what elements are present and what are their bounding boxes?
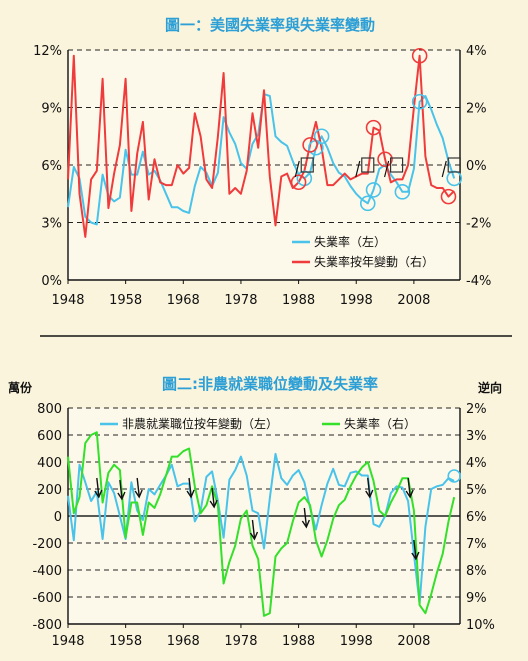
chart-1-left-tick-label: 3% xyxy=(41,217,62,232)
chart-1-left-tick-label: 6% xyxy=(41,159,62,174)
chart-1-arrow xyxy=(441,160,447,178)
chart-2-series-1-line xyxy=(67,452,455,605)
chart-1-right-tick-label: -4% xyxy=(466,274,491,289)
chart-2-left-tick-label: 200 xyxy=(37,483,62,498)
chart-2-down-arrow xyxy=(367,477,371,497)
chart-1-x-tick-label: 1948 xyxy=(51,293,84,308)
chart-1-x-tick-label: 1978 xyxy=(224,293,257,308)
chart-1-change-marker xyxy=(302,137,318,153)
chart-1-left-tick-label: 12% xyxy=(33,44,62,59)
chart-2-right-unit: 逆向 xyxy=(478,380,502,395)
chart-2-down-arrow xyxy=(188,477,192,497)
chart-2-series-2-line xyxy=(67,431,456,617)
chart-1-change-marker xyxy=(377,151,393,168)
chart-1-arrow xyxy=(355,160,361,178)
chart-2-down-arrow-head xyxy=(411,551,420,561)
chart-2-left-tick-label: -400 xyxy=(32,564,62,579)
chart-1-right-tick-label: 2% xyxy=(466,102,487,117)
chart-2-down-arrow-head xyxy=(301,519,310,529)
chart-2-right-tick-label: 2% xyxy=(466,402,487,417)
chart-1-arrow xyxy=(384,160,390,178)
chart-1-right-tick-label: -2% xyxy=(466,217,491,232)
chart-2-down-arrow xyxy=(303,507,308,527)
chart-1-turning-point-box xyxy=(447,157,461,173)
chart-2-left-tick-label: -200 xyxy=(32,537,62,552)
chart-1-x-tick-label: 1988 xyxy=(282,293,315,308)
chart-1-arrow xyxy=(294,160,300,178)
chart-2-down-arrow xyxy=(251,519,256,539)
chart-1-title: 圖一：美國失業率與失業率變動 xyxy=(165,16,375,34)
chart-2-down-arrow xyxy=(211,487,215,507)
chart-2-left-tick-label: 600 xyxy=(37,429,62,444)
chart-2-down-arrow-head xyxy=(365,489,374,499)
chart-1-x-tick-label: 1968 xyxy=(167,293,200,308)
chart-2-left-tick-label: -600 xyxy=(32,591,62,606)
chart-1-right-tick-label: 0% xyxy=(466,159,487,174)
chart-2-down-arrow-head xyxy=(117,491,126,501)
chart-2: 圖二:非農就業職位變動及失業率 萬份 逆向 800 600 400 200 0 -200 -… xyxy=(8,375,502,649)
chart-2-right-tick-label: 8% xyxy=(466,564,487,579)
chart-1-left-tick-label: 9% xyxy=(41,102,62,117)
chart-1-change-marker xyxy=(440,188,457,205)
chart-2-down-arrow xyxy=(119,479,123,499)
chart-1-series-2-line xyxy=(67,54,455,238)
chart-1-unemployment-marker xyxy=(394,184,411,200)
chart-2-left-unit: 萬份 xyxy=(8,380,33,395)
chart-2-end-marker xyxy=(447,469,462,483)
chart-2-left-tick-label: 400 xyxy=(37,456,62,471)
chart-2-x-tick-label: 1988 xyxy=(282,634,315,649)
legend-label-unemployment-inverted: 失業率（右） xyxy=(344,416,416,431)
chart-1-left-tick-label: 0% xyxy=(41,274,62,289)
chart-2-left-tick-label: -800 xyxy=(32,618,62,633)
chart-2-left-tick-label: 800 xyxy=(37,402,62,417)
chart-1-unemployment-marker xyxy=(313,128,330,145)
chart-1-legend: 失業率（左） 失業率按年變動（右） xyxy=(292,234,434,269)
chart-2-down-arrow xyxy=(136,477,140,497)
chart-1-unemployment-marker xyxy=(365,182,382,198)
chart-2-down-arrow-head xyxy=(186,489,195,499)
chart-1-unemployment-marker xyxy=(411,93,428,110)
chart-2-down-arrow xyxy=(413,539,417,559)
legend-label-unemployment: 失業率（左） xyxy=(314,234,386,249)
chart-1-turning-point-box xyxy=(300,157,314,173)
chart-2-x-tick-label: 1998 xyxy=(340,634,373,649)
chart-2-x-tick-label: 1978 xyxy=(224,634,257,649)
legend-label-yoy-change: 失業率按年變動（右） xyxy=(314,254,434,269)
chart-1: 圖一：美國失業率與失業率變動 12% 9% 6% 3% 0% 4% 2% 0% -2% -4% 19… xyxy=(33,16,491,308)
chart-2-right-tick-label: 6% xyxy=(466,510,487,525)
chart-1-change-marker xyxy=(411,47,428,64)
chart-2-down-arrow xyxy=(407,477,411,497)
chart-1-turning-point-box xyxy=(361,157,375,173)
chart-2-right-tick-label: 3% xyxy=(466,429,487,444)
chart-1-change-marker xyxy=(365,119,382,136)
chart-2-right-tick-label: 9% xyxy=(466,591,487,606)
chart-2-title: 圖二:非農就業職位變動及失業率 xyxy=(162,375,378,393)
chart-1-x-tick-label: 1958 xyxy=(109,293,142,308)
chart-2-legend: 非農就業職位按年變動（左） 失業率（右） xyxy=(100,416,416,431)
chart-1-turning-point-box xyxy=(389,157,404,173)
legend-label-payrolls: 非農就業職位按年變動（左） xyxy=(122,416,278,431)
chart-1-unemployment-marker xyxy=(359,195,376,212)
chart-2-down-arrow-head xyxy=(405,489,414,499)
chart-1-change-marker xyxy=(290,174,307,191)
chart-2-down-arrow-head xyxy=(249,531,259,541)
chart-2-right-tick-label: 4% xyxy=(466,456,487,471)
chart-2-x-tick-label: 1958 xyxy=(109,634,142,649)
chart-1-x-tick-label: 2008 xyxy=(397,293,430,308)
chart-2-down-arrow-head xyxy=(209,499,218,509)
chart-1-right-tick-label: 4% xyxy=(466,44,487,59)
chart-1-x-tick-label: 1998 xyxy=(340,293,373,308)
chart-2-right-tick-label: 10% xyxy=(466,618,495,633)
chart-2-right-tick-label: 5% xyxy=(466,483,487,498)
chart-2-x-tick-label: 1968 xyxy=(167,634,200,649)
chart-2-x-tick-label: 2008 xyxy=(397,634,430,649)
chart-2-left-tick-label: 0 xyxy=(54,510,62,525)
chart-2-down-arrow-head xyxy=(94,489,103,499)
chart-2-x-tick-label: 1948 xyxy=(51,634,84,649)
chart-2-right-tick-label: 7% xyxy=(466,537,487,552)
chart-2-down-arrow xyxy=(96,477,100,497)
chart-2-down-arrow-head xyxy=(134,489,143,499)
